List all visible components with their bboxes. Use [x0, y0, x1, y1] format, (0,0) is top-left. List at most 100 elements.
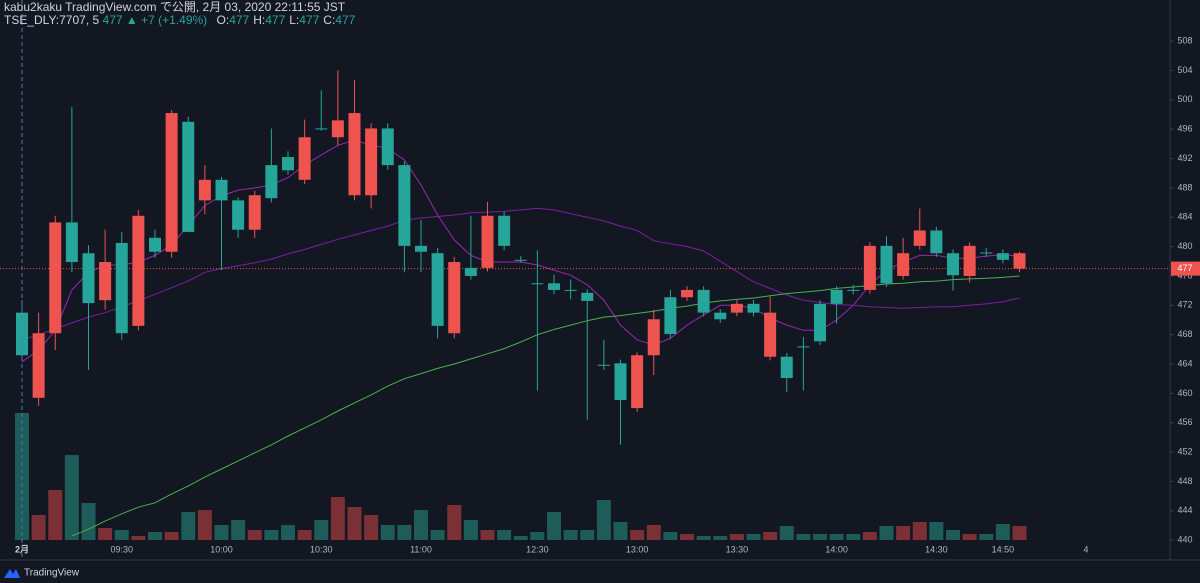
y-tick-label: 452 [1177, 446, 1192, 456]
volume-bar [347, 507, 362, 540]
candle-body [830, 289, 843, 304]
candle-body [647, 319, 660, 356]
volume-bar [530, 532, 545, 540]
volume-bar [912, 522, 927, 540]
volume-bar [264, 530, 279, 540]
volume-bar [181, 512, 196, 540]
x-tick-label: 13:00 [626, 544, 649, 554]
candle-body [764, 312, 777, 357]
ohlc-label: L: [289, 13, 299, 27]
ohlc-label: H: [253, 13, 265, 27]
symbol: TSE_DLY:7707, 5 [4, 13, 100, 27]
volume-bar [164, 532, 179, 540]
candle-body [215, 179, 228, 201]
x-tick-label: 14:30 [925, 544, 948, 554]
candle-body [149, 237, 161, 252]
candle-body [597, 364, 610, 366]
volume-bar [962, 534, 977, 540]
candle-body [880, 245, 893, 284]
candle-body [581, 292, 594, 301]
volume-bar [330, 497, 345, 540]
volume-bar [746, 534, 761, 540]
ohlc-label: C: [323, 13, 335, 27]
volume-bar [463, 520, 478, 540]
volume-bar [64, 455, 79, 540]
candle-body [747, 303, 760, 313]
volume-bar [314, 520, 329, 540]
candle-body [498, 215, 511, 246]
candle-body [82, 253, 95, 304]
volume-bar [447, 505, 462, 540]
moving-average [21, 207, 1020, 341]
volume-bar [547, 512, 561, 540]
volume-bar [231, 520, 246, 540]
y-tick-label: 508 [1177, 35, 1192, 45]
volume-bar [480, 530, 495, 540]
ohlc-value: 477 [335, 13, 355, 27]
candle-body [780, 356, 793, 378]
volume-bar [713, 536, 728, 540]
y-tick-label: 496 [1177, 124, 1192, 134]
volume-bar [48, 490, 63, 540]
y-tick-label: 480 [1177, 241, 1192, 251]
candle-body [631, 355, 644, 409]
y-tick-label: 500 [1177, 94, 1192, 104]
x-tick-label: 10:00 [210, 544, 233, 554]
candle-body [963, 245, 976, 276]
candle-body [514, 259, 527, 261]
candle-body [232, 200, 245, 230]
volume-bar [846, 534, 861, 540]
ohlc-value: 477 [229, 13, 249, 27]
x-tick-label: 11:00 [410, 544, 432, 554]
candle-body [32, 333, 45, 398]
volume-bar [613, 522, 628, 540]
candle-body [863, 245, 876, 290]
candle-body [481, 215, 494, 268]
current-price-tag [1171, 261, 1200, 276]
volume-bar [862, 532, 877, 540]
volume-bar [197, 510, 212, 540]
candle-body [947, 253, 959, 276]
volume-bar [430, 530, 445, 540]
volume-bar [896, 526, 911, 540]
y-tick-label: 492 [1177, 153, 1192, 163]
candle-body [614, 363, 627, 400]
candle-body [814, 303, 826, 342]
brand-logo [4, 569, 20, 578]
volume-bar [796, 534, 811, 540]
volume-bar [397, 525, 412, 540]
candle-body [248, 195, 261, 230]
candle-body [298, 137, 311, 180]
ohlc-value: 477 [265, 13, 285, 27]
volume-bar [596, 500, 611, 540]
volume-bar [779, 526, 794, 540]
volume-bar [497, 530, 512, 540]
volume-bar [696, 536, 711, 540]
volume-bar [364, 515, 379, 540]
volume-bar [81, 503, 96, 540]
volume-bar [281, 525, 295, 540]
candle-body [265, 165, 278, 199]
y-tick-label: 444 [1177, 505, 1192, 515]
candle-body [381, 128, 394, 166]
volume-bar [1012, 526, 1027, 540]
ohlc-label: O: [217, 13, 230, 27]
candle-body [847, 289, 860, 291]
volume-bar [646, 525, 661, 540]
last-price: 477 [103, 13, 123, 27]
candle-body [730, 303, 743, 313]
volume-bar [813, 534, 827, 540]
candle-body [331, 120, 344, 138]
symbol-line: TSE_DLY:7707, 5 477 ▲ +7 (+1.49%) O:477 H… [4, 13, 356, 27]
candle-body [415, 245, 427, 252]
volume-bar [131, 536, 146, 540]
plot-area: 4404444484524564604644684724764804844884… [0, 35, 1200, 554]
volume-bar [929, 522, 944, 540]
y-tick-label: 504 [1177, 65, 1192, 75]
volume-bar [148, 532, 162, 540]
candle-body [182, 121, 195, 232]
candle-body [99, 262, 112, 301]
brand-name: TradingView [24, 568, 80, 579]
candle-body [132, 215, 145, 326]
candle-body [348, 113, 361, 196]
